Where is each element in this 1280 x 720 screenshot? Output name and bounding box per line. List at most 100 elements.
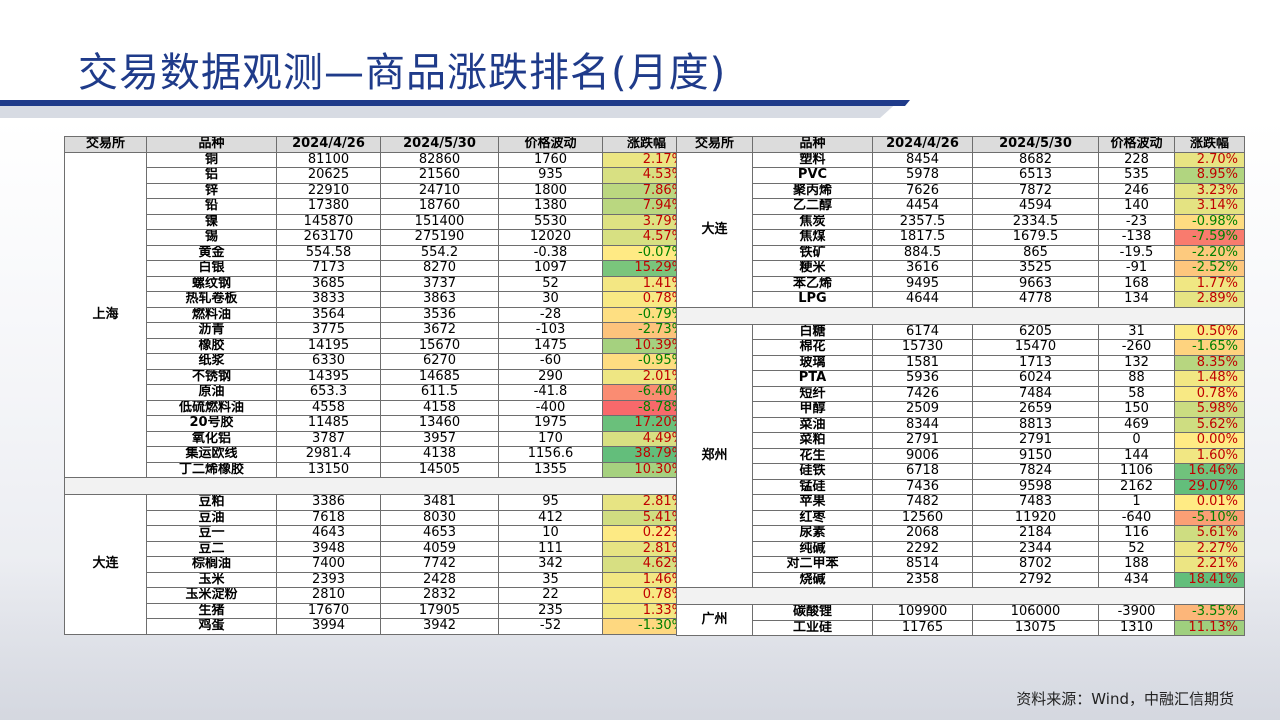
exchange-cell: 大连 xyxy=(64,494,147,635)
variety-cell: 聚丙烯 xyxy=(752,182,873,199)
price-change-cell: -52 xyxy=(498,618,603,635)
table-row: 低硫燃料油 4558 4158 -400 -8.78% xyxy=(65,399,691,416)
price-change-cell: 35 xyxy=(498,571,603,588)
price-start-cell: 4454 xyxy=(872,198,973,215)
change-pct-cell: 0.78% xyxy=(1174,385,1245,402)
table-row: PVC 5978 6513 535 8.95% xyxy=(677,167,1245,184)
price-end-cell: 106000 xyxy=(972,604,1099,621)
change-pct-cell: 38.79% xyxy=(602,446,691,463)
header-price-change: 价格波动 xyxy=(1098,136,1175,153)
group-separator-row xyxy=(676,306,1245,325)
price-end-cell: 2792 xyxy=(972,571,1099,588)
price-change-cell: 1 xyxy=(1098,494,1175,511)
header-exchange: 交易所 xyxy=(64,136,147,153)
variety-cell: 花生 xyxy=(752,447,873,464)
table-row: 郑州 白糖 6174 6205 31 0.50% xyxy=(676,323,1245,588)
price-end-cell: 7484 xyxy=(972,385,1099,402)
price-start-cell: 2358 xyxy=(872,571,973,588)
table-row: 尿素 2068 2184 116 5.61% xyxy=(677,525,1245,542)
price-end-cell: 14685 xyxy=(380,368,499,385)
source-note: 资料来源：Wind，中融汇信期货 xyxy=(1016,690,1234,708)
variety-cell: 塑料 xyxy=(752,151,873,168)
price-start-cell: 6330 xyxy=(276,353,381,370)
price-change-cell: -400 xyxy=(498,399,603,416)
variety-cell: 纯碱 xyxy=(752,540,873,557)
price-start-cell: 3564 xyxy=(276,306,381,323)
header-date-end: 2024/5/30 xyxy=(972,136,1099,153)
variety-cell: 白银 xyxy=(146,260,277,277)
change-pct-cell: 7.94% xyxy=(602,198,691,215)
price-end-cell: 7872 xyxy=(972,182,1099,199)
price-end-cell: 14505 xyxy=(380,461,499,478)
price-end-cell: 3957 xyxy=(380,430,499,447)
price-change-cell: 30 xyxy=(498,291,603,308)
change-pct-cell: -3.55% xyxy=(1174,604,1245,621)
table-row: 广州 碳酸锂 109900 106000 -3900 -3.55% xyxy=(676,604,1245,636)
price-change-cell: 469 xyxy=(1098,416,1175,433)
price-change-cell: 412 xyxy=(498,509,603,526)
price-start-cell: 1581 xyxy=(872,354,973,371)
price-change-cell: -60 xyxy=(498,353,603,370)
table-row: 不锈钢 14395 14685 290 2.01% xyxy=(65,368,691,385)
table-row: 铁矿 884.5 865 -19.5 -2.20% xyxy=(677,244,1245,261)
table-row: 纯碱 2292 2344 52 2.27% xyxy=(677,540,1245,557)
price-start-cell: 554.58 xyxy=(276,244,381,261)
price-start-cell: 11765 xyxy=(872,619,973,636)
table-row: 镍 145870 151400 5530 3.79% xyxy=(65,213,691,230)
table-row: 豆油 7618 8030 412 5.41% xyxy=(65,509,691,526)
change-pct-cell: -5.10% xyxy=(1174,509,1245,526)
table-row: 铝 20625 21560 935 4.53% xyxy=(65,167,691,184)
variety-cell: 沥青 xyxy=(146,322,277,339)
table-row: 20号胶 11485 13460 1975 17.20% xyxy=(65,415,691,432)
price-start-cell: 4644 xyxy=(872,291,973,308)
price-end-cell: 2344 xyxy=(972,540,1099,557)
price-start-cell: 2509 xyxy=(872,401,973,418)
header-variety: 品种 xyxy=(146,136,277,153)
change-pct-cell: -1.65% xyxy=(1174,339,1245,356)
price-start-cell: 6718 xyxy=(872,463,973,480)
price-end-cell: 1679.5 xyxy=(972,229,1099,246)
variety-cell: 焦炭 xyxy=(752,213,873,230)
table-row: 纸浆 6330 6270 -60 -0.95% xyxy=(65,353,691,370)
price-change-cell: 52 xyxy=(498,275,603,292)
change-pct-cell: 0.22% xyxy=(602,525,691,542)
price-start-cell: 9006 xyxy=(872,447,973,464)
header-price-change: 价格波动 xyxy=(498,136,603,153)
price-start-cell: 17670 xyxy=(276,602,381,619)
price-change-cell: -0.38 xyxy=(498,244,603,261)
change-pct-cell: 2.89% xyxy=(1174,291,1245,308)
price-end-cell: 13075 xyxy=(972,619,1099,636)
price-end-cell: 865 xyxy=(972,244,1099,261)
price-start-cell: 14395 xyxy=(276,368,381,385)
change-pct-cell: 1.77% xyxy=(1174,275,1245,292)
variety-cell: 尿素 xyxy=(752,525,873,542)
variety-cell: 铅 xyxy=(146,198,277,215)
price-start-cell: 2810 xyxy=(276,587,381,604)
variety-cell: 集运欧线 xyxy=(146,446,277,463)
table-row: 丁二烯橡胶 13150 14505 1355 10.30% xyxy=(65,461,691,478)
price-change-cell: 12020 xyxy=(498,229,603,246)
table-row: 焦炭 2357.5 2334.5 -23 -0.98% xyxy=(677,213,1245,230)
table-row: 聚丙烯 7626 7872 246 3.23% xyxy=(677,182,1245,199)
header-date-start: 2024/4/26 xyxy=(872,136,973,153)
variety-cell: 碳酸锂 xyxy=(752,604,873,621)
change-pct-cell: 2.21% xyxy=(1174,556,1245,573)
variety-cell: 烧碱 xyxy=(752,571,873,588)
change-pct-cell: 4.62% xyxy=(602,556,691,573)
price-end-cell: 17905 xyxy=(380,602,499,619)
price-change-cell: 150 xyxy=(1098,401,1175,418)
change-pct-cell: 17.20% xyxy=(602,415,691,432)
variety-cell: 镍 xyxy=(146,213,277,230)
price-change-cell: 111 xyxy=(498,540,603,557)
change-pct-cell: 2.27% xyxy=(1174,540,1245,557)
price-end-cell: 4594 xyxy=(972,198,1099,215)
table-row: 菜油 8344 8813 469 5.62% xyxy=(677,416,1245,433)
price-end-cell: 8270 xyxy=(380,260,499,277)
price-end-cell: 24710 xyxy=(380,182,499,199)
price-end-cell: 611.5 xyxy=(380,384,499,401)
variety-cell: 锌 xyxy=(146,182,277,199)
variety-cell: LPG xyxy=(752,291,873,308)
change-pct-cell: 0.01% xyxy=(1174,494,1245,511)
variety-cell: 玉米淀粉 xyxy=(146,587,277,604)
price-start-cell: 14195 xyxy=(276,337,381,354)
